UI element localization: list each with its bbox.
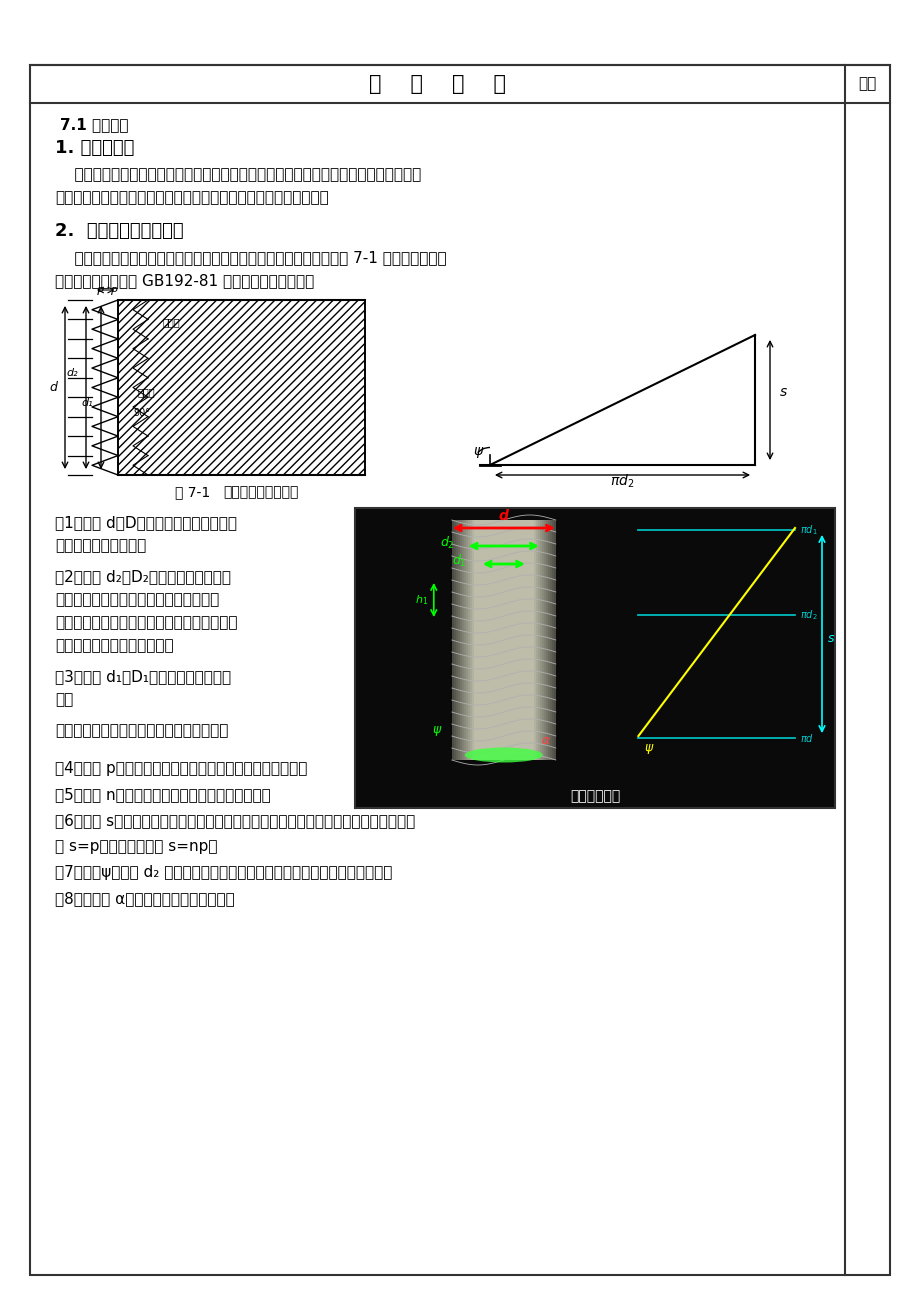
Text: d: d <box>498 509 508 523</box>
Text: 7.1 螺纹联接: 7.1 螺纹联接 <box>60 117 129 132</box>
Text: ψ: ψ <box>432 724 440 737</box>
Bar <box>453 519 553 760</box>
Text: （6）导程 s：同一螺旋线上的相邻两牙在中径线上对应两点间的轴向距离。对于单线螺: （6）导程 s：同一螺旋线上的相邻两牙在中径线上对应两点间的轴向距离。对于单线螺 <box>55 812 414 828</box>
Text: $\pi d$: $\pi d$ <box>800 732 813 743</box>
Text: $h_1$: $h_1$ <box>414 594 427 607</box>
Text: 螺纹基本参数: 螺纹基本参数 <box>569 789 619 803</box>
Text: 外螺纹: 外螺纹 <box>138 388 155 397</box>
Text: P  P: P P <box>96 286 118 297</box>
Bar <box>355 508 834 809</box>
Text: 在强度计算中常作为危险剖面的计算直径。: 在强度计算中常作为危险剖面的计算直径。 <box>55 723 228 738</box>
Text: （2）中径 d₂（D₂）：通过螺纹轴向剖: （2）中径 d₂（D₂）：通过螺纹轴向剖 <box>55 569 231 585</box>
Text: d: d <box>49 381 57 395</box>
Ellipse shape <box>464 747 542 763</box>
Bar <box>458 519 550 760</box>
Text: （7）升角ψ：中径 d₂ 圆柱上，螺旋线的切线与垂直于螺纹轴线的平面的夹角。: （7）升角ψ：中径 d₂ 圆柱上，螺旋线的切线与垂直于螺纹轴线的平面的夹角。 <box>55 865 391 880</box>
Bar <box>471 519 535 760</box>
Text: 图 7-1: 图 7-1 <box>175 486 210 499</box>
Text: 2.  螺纹的主要几何尺寸: 2. 螺纹的主要几何尺寸 <box>55 223 184 240</box>
Text: （3）小径 d₁（D₁）：即螺纹的最小直: （3）小径 d₁（D₁）：即螺纹的最小直 <box>55 669 231 684</box>
Text: $d_2$: $d_2$ <box>439 535 454 551</box>
Text: ψ: ψ <box>473 444 482 458</box>
Text: 90°: 90° <box>133 408 150 418</box>
Bar <box>470 519 538 760</box>
Text: 备注: 备注 <box>857 77 876 91</box>
Text: （8）牙型角 α：螺纹牙型两侧边的夹角。: （8）牙型角 α：螺纹牙型两侧边的夹角。 <box>55 891 234 906</box>
Text: （4）螺距 p：螺纹相邻两牙在中径上对应两点的轴向距离。: （4）螺距 p：螺纹相邻两牙在中径上对应两点的轴向距离。 <box>55 760 307 776</box>
Text: （1）大径 d（D）：螺纹的最大直径，在: （1）大径 d（D）：螺纹的最大直径，在 <box>55 516 237 530</box>
Text: s: s <box>779 385 787 400</box>
Text: 螺纹主要尺寸的不同，其性能、用途也不同。常用的螺纹牙型有普通螺纹、管螺纹、矩: 螺纹主要尺寸的不同，其性能、用途也不同。常用的螺纹牙型有普通螺纹、管螺纹、矩 <box>55 167 421 182</box>
Bar <box>118 299 365 475</box>
Bar <box>455 519 551 760</box>
Text: 内螺纹: 内螺纹 <box>163 316 180 327</box>
Bar <box>460 519 547 760</box>
Text: α: α <box>541 733 550 746</box>
Bar <box>473 519 533 760</box>
Text: 纹 s=p；对于多线螺纹 s=np。: 纹 s=p；对于多线螺纹 s=np。 <box>55 838 217 854</box>
Bar <box>467 519 539 760</box>
Text: 在机械制图中，我们已经接触过螺纹和螺纹联接件。现在我们就以图 7-1 来说明螺纹的主: 在机械制图中，我们已经接触过螺纹和螺纹联接件。现在我们就以图 7-1 来说明螺纹… <box>55 250 446 266</box>
Text: $\pi d_1$: $\pi d_1$ <box>800 523 817 536</box>
Text: s: s <box>827 633 834 646</box>
Text: （5）线数 n：螺纹的螺旋线数量，也称螺纹头数。: （5）线数 n：螺纹的螺旋线数量，也称螺纹头数。 <box>55 786 270 802</box>
Text: 是确定螺纹几何参数的直径。: 是确定螺纹几何参数的直径。 <box>55 638 174 654</box>
Text: 形螺纹、梯形螺纹和矩形螺纹（其中除矩形螺纹外都已经标准化）。: 形螺纹、梯形螺纹和矩形螺纹（其中除矩形螺纹外都已经标准化）。 <box>55 190 328 204</box>
Text: d₂: d₂ <box>66 367 78 378</box>
Text: 标准中也作公称直径。: 标准中也作公称直径。 <box>55 538 146 553</box>
Text: $d_1$: $d_1$ <box>452 553 467 569</box>
Text: d₁: d₁ <box>81 397 93 408</box>
Text: $\pi d_2$: $\pi d_2$ <box>800 608 817 622</box>
Text: 要几何参数，该图是 GB192-81 标准化的螺纹牙型图。: 要几何参数，该图是 GB192-81 标准化的螺纹牙型图。 <box>55 273 314 288</box>
Text: 1. 螺纹的分类: 1. 螺纹的分类 <box>55 139 134 158</box>
Bar <box>461 519 545 760</box>
Bar <box>465 519 541 760</box>
Text: 想圆柱面的直径，近似等于螺纹的平均直径，: 想圆柱面的直径，近似等于螺纹的平均直径， <box>55 615 237 630</box>
Bar <box>451 519 555 760</box>
Text: 螺纹的主要几何参数: 螺纹的主要几何参数 <box>222 486 298 499</box>
Text: 径，: 径， <box>55 691 74 707</box>
Text: ψ: ψ <box>643 742 652 754</box>
Text: $\pi d_2$: $\pi d_2$ <box>609 473 634 490</box>
Text: 讲    稿    内    容: 讲 稿 内 容 <box>369 74 505 94</box>
Bar <box>463 519 543 760</box>
Text: 面内牙型上的沟槽和凸起宽度相等处的假: 面内牙型上的沟槽和凸起宽度相等处的假 <box>55 592 219 607</box>
